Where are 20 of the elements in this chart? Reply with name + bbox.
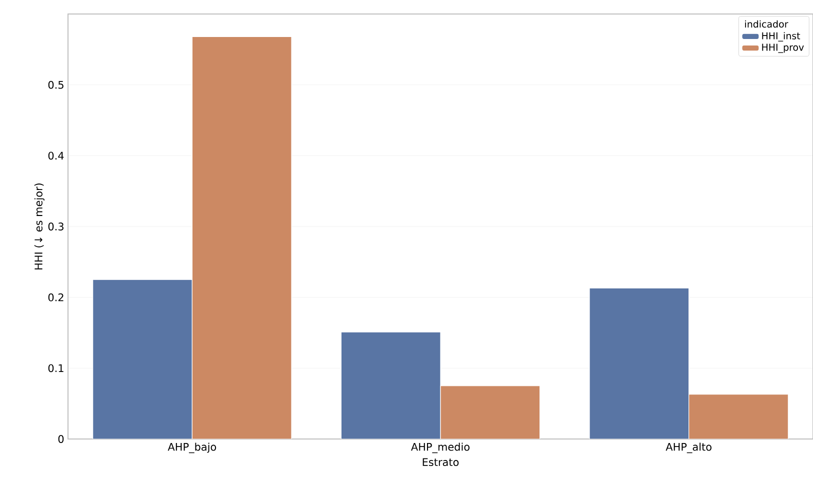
x-tick-label: AHP_bajo [168,442,216,454]
bar [589,288,690,439]
legend-label: HHI_prov [762,44,804,53]
legend-title: indicador [745,20,788,28]
y-tick-label: 0.2 [48,293,64,302]
legend-label: HHI_inst [762,32,800,42]
bar [440,386,540,439]
bar [92,280,192,439]
y-tick-label: 0 [58,435,64,443]
bar [688,394,788,439]
bar [192,36,292,439]
x-axis-title: Estrato [422,458,459,466]
y-tick-label: 0.3 [48,222,64,230]
y-tick-label: 0.1 [48,364,64,372]
y-tick-label: 0.4 [48,152,64,160]
x-tick-label: AHP_alto [666,442,712,454]
bar [340,332,441,439]
y-tick-label: 0.5 [48,80,64,89]
y-axis-title: HHI (↓ es mejor) [34,183,44,270]
x-tick-label: AHP_medio [411,442,470,454]
